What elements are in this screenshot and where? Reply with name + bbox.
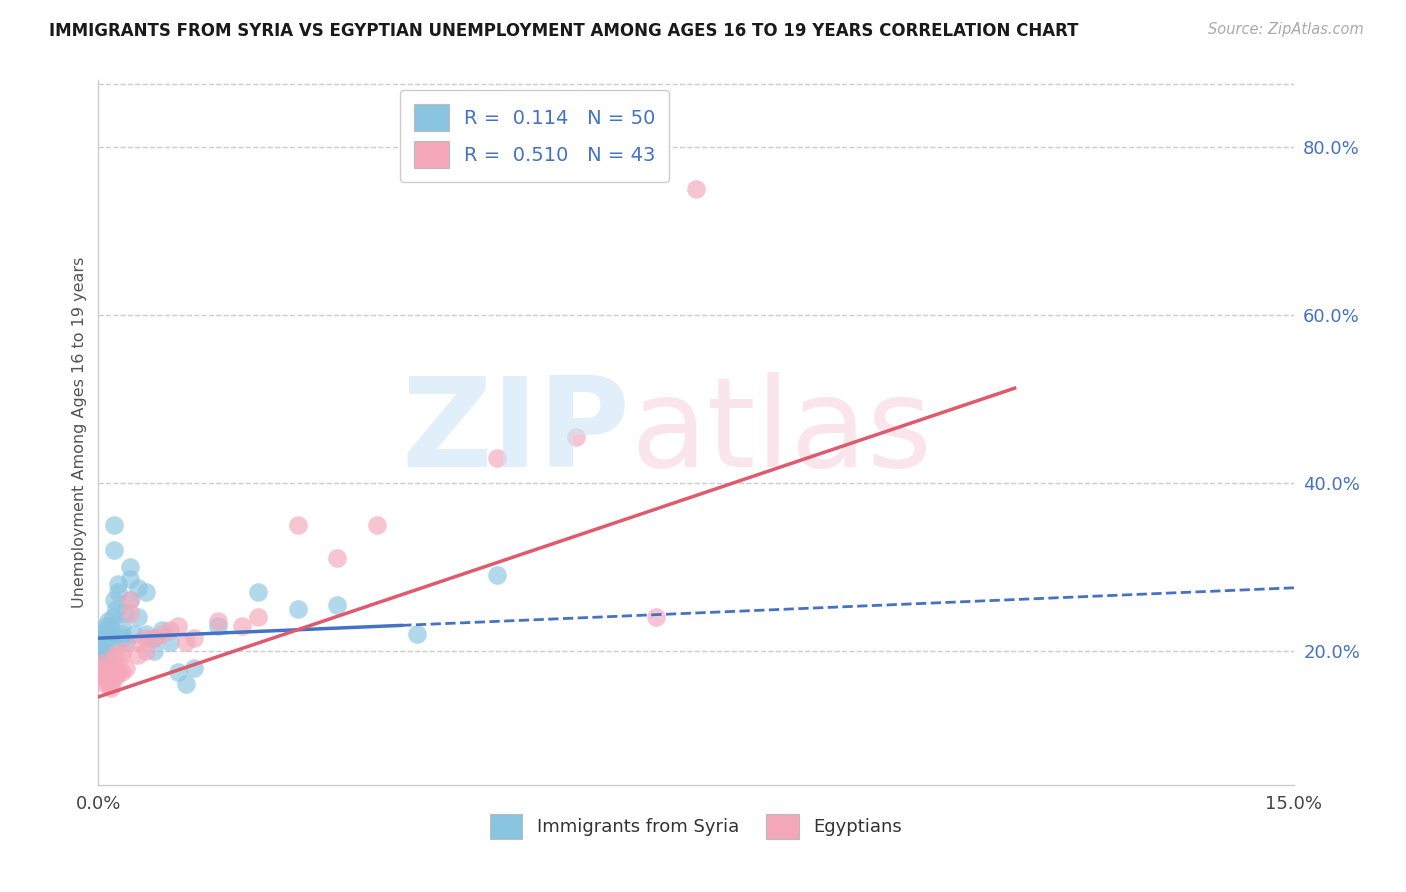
Point bbox=[94, 677, 117, 691]
Point bbox=[90, 644, 112, 658]
Point bbox=[406, 627, 429, 641]
Point bbox=[107, 576, 129, 591]
Point bbox=[101, 673, 124, 687]
Point bbox=[112, 606, 135, 620]
Point bbox=[104, 669, 127, 683]
Point bbox=[111, 665, 134, 679]
Point bbox=[143, 644, 166, 658]
Point bbox=[107, 665, 129, 679]
Point bbox=[98, 665, 121, 679]
Point bbox=[103, 593, 125, 607]
Point bbox=[326, 551, 349, 566]
Text: IMMIGRANTS FROM SYRIA VS EGYPTIAN UNEMPLOYMENT AMONG AGES 16 TO 19 YEARS CORRELA: IMMIGRANTS FROM SYRIA VS EGYPTIAN UNEMPL… bbox=[49, 22, 1078, 40]
Point bbox=[97, 631, 120, 645]
Point bbox=[96, 618, 118, 632]
Point bbox=[174, 635, 197, 649]
Point bbox=[127, 648, 149, 662]
Point bbox=[94, 627, 117, 641]
Point bbox=[174, 677, 197, 691]
Point bbox=[111, 631, 134, 645]
Point bbox=[143, 631, 166, 645]
Point bbox=[103, 543, 125, 558]
Point bbox=[91, 657, 114, 671]
Legend: Immigrants from Syria, Egyptians: Immigrants from Syria, Egyptians bbox=[482, 806, 910, 847]
Point bbox=[97, 615, 120, 629]
Point bbox=[207, 618, 229, 632]
Point bbox=[103, 652, 125, 666]
Point bbox=[107, 585, 129, 599]
Point bbox=[98, 677, 122, 691]
Point bbox=[104, 602, 127, 616]
Point bbox=[685, 182, 707, 196]
Point bbox=[183, 631, 205, 645]
Point bbox=[96, 665, 118, 679]
Point bbox=[150, 623, 173, 637]
Y-axis label: Unemployment Among Ages 16 to 19 years: Unemployment Among Ages 16 to 19 years bbox=[72, 257, 87, 608]
Point bbox=[246, 585, 269, 599]
Point bbox=[167, 618, 190, 632]
Point bbox=[120, 606, 142, 620]
Point bbox=[135, 631, 157, 645]
Point bbox=[246, 610, 269, 624]
Point bbox=[127, 635, 149, 649]
Point bbox=[287, 517, 309, 532]
Point bbox=[90, 660, 112, 674]
Point bbox=[98, 618, 122, 632]
Point bbox=[120, 593, 142, 607]
Point bbox=[231, 618, 253, 632]
Point bbox=[103, 517, 125, 532]
Point bbox=[115, 635, 138, 649]
Point bbox=[100, 623, 122, 637]
Point bbox=[111, 648, 134, 662]
Point bbox=[89, 627, 111, 641]
Point bbox=[96, 652, 118, 666]
Point bbox=[135, 585, 157, 599]
Point bbox=[111, 618, 134, 632]
Point bbox=[167, 665, 190, 679]
Point bbox=[485, 450, 508, 465]
Point bbox=[366, 517, 388, 532]
Point bbox=[111, 627, 134, 641]
Point bbox=[120, 573, 142, 587]
Point bbox=[120, 593, 142, 607]
Point bbox=[96, 669, 118, 683]
Point bbox=[98, 627, 121, 641]
Point bbox=[183, 660, 205, 674]
Point bbox=[143, 631, 166, 645]
Point bbox=[159, 635, 181, 649]
Point bbox=[101, 635, 124, 649]
Point bbox=[565, 430, 588, 444]
Point bbox=[100, 681, 122, 696]
Point bbox=[135, 644, 157, 658]
Text: ZIP: ZIP bbox=[402, 372, 630, 493]
Point bbox=[287, 602, 309, 616]
Point bbox=[93, 665, 115, 679]
Point bbox=[94, 631, 117, 645]
Point bbox=[159, 623, 181, 637]
Point bbox=[91, 669, 114, 683]
Point bbox=[127, 610, 149, 624]
Point bbox=[101, 610, 124, 624]
Text: atlas: atlas bbox=[630, 372, 932, 493]
Point bbox=[90, 631, 112, 645]
Point bbox=[115, 660, 138, 674]
Point bbox=[326, 598, 349, 612]
Point bbox=[124, 627, 146, 641]
Point bbox=[103, 660, 125, 674]
Point bbox=[103, 648, 125, 662]
Point bbox=[150, 627, 173, 641]
Point bbox=[485, 568, 508, 582]
Point bbox=[91, 648, 114, 662]
Point bbox=[96, 623, 118, 637]
Point bbox=[207, 615, 229, 629]
Point bbox=[111, 644, 134, 658]
Point bbox=[93, 640, 115, 654]
Point bbox=[645, 610, 668, 624]
Point bbox=[91, 635, 114, 649]
Text: Source: ZipAtlas.com: Source: ZipAtlas.com bbox=[1208, 22, 1364, 37]
Point bbox=[97, 677, 120, 691]
Point bbox=[135, 627, 157, 641]
Point bbox=[127, 581, 149, 595]
Point bbox=[120, 559, 142, 574]
